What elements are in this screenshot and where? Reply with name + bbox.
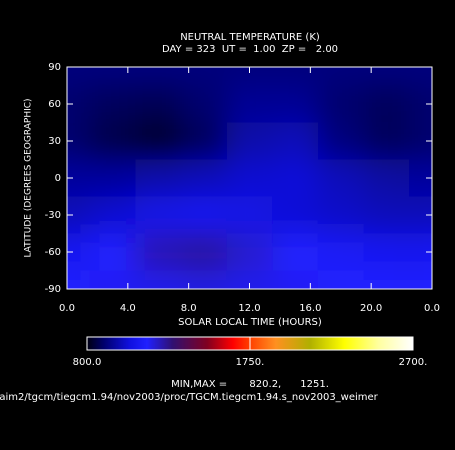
heat-cell — [135, 67, 182, 86]
heat-cell — [317, 85, 364, 123]
y-tick-label: 30 — [48, 136, 61, 147]
heat-cell — [272, 159, 318, 197]
field — [67, 67, 432, 289]
y-tick-label: 0 — [55, 173, 61, 184]
heat-cell — [363, 159, 410, 197]
heat-cell — [135, 122, 182, 160]
heat-cell — [317, 159, 364, 197]
heat-cell — [181, 233, 227, 271]
y-tick-label: -30 — [45, 210, 61, 221]
heat-cell — [135, 270, 182, 289]
x-tick-label: 20.0 — [360, 303, 382, 314]
heat-cell — [67, 159, 90, 197]
heat-cell — [89, 196, 136, 234]
x-tick-label: 8.0 — [181, 303, 197, 314]
heat-cell — [226, 196, 273, 234]
heat-cell — [317, 233, 364, 271]
y-tick-label: 60 — [48, 99, 61, 110]
chart-title: NEUTRAL TEMPERATURE (K) — [180, 32, 320, 43]
x-tick-label: 0.0 — [59, 303, 75, 314]
heat-cell — [135, 159, 182, 197]
heat-cell — [89, 270, 136, 289]
heat-cell — [67, 233, 90, 271]
heat-cell — [67, 67, 90, 86]
heat-cell — [67, 85, 90, 123]
heat-cell — [89, 159, 136, 197]
x-axis-label: SOLAR LOCAL TIME (HOURS) — [178, 317, 322, 328]
x-tick-label: 16.0 — [299, 303, 321, 314]
y-tick-label: -90 — [45, 284, 61, 295]
heat-cell — [135, 85, 182, 123]
heat-cell — [89, 233, 136, 271]
heat-cell — [272, 122, 318, 160]
heat-cell — [226, 67, 273, 86]
heat-cell — [409, 122, 432, 160]
footer-path: /aim2/tgcm/tiegcm1.94/nov2003/proc/TGCM.… — [0, 392, 379, 403]
heat-cell — [89, 122, 136, 160]
x-tick-label: 12.0 — [238, 303, 260, 314]
heat-cell — [226, 233, 273, 271]
chart-subtitle: DAY = 323 UT = 1.00 ZP = 2.00 — [162, 44, 338, 55]
heat-cell — [363, 233, 410, 271]
heat-cell — [181, 67, 227, 86]
heat-cell — [409, 85, 432, 123]
heat-cell — [272, 270, 318, 289]
heat-cell — [181, 122, 227, 160]
heat-cell — [272, 67, 318, 86]
heat-cell — [317, 122, 364, 160]
heat-cell — [363, 270, 410, 289]
heat-cell — [67, 270, 90, 289]
heat-cell — [67, 122, 90, 160]
heat-cell — [272, 233, 318, 271]
heat-cell — [272, 196, 318, 234]
heat-cell — [409, 233, 432, 271]
heat-cell — [363, 67, 410, 86]
heat-cell — [409, 67, 432, 86]
heat-cell — [226, 270, 273, 289]
y-tick-label: -60 — [45, 247, 61, 258]
heat-cell — [181, 270, 227, 289]
heat-cell — [409, 159, 432, 197]
min-max: MIN,MAX = 820.2, 1251. — [171, 379, 329, 390]
heat-cell — [272, 85, 318, 123]
heat-cell — [317, 270, 364, 289]
heat-cell — [363, 122, 410, 160]
heat-cell — [317, 196, 364, 234]
heat-cell — [135, 196, 182, 234]
heat-cell — [226, 85, 273, 123]
plot-area — [67, 67, 432, 289]
heat-cell — [89, 67, 136, 86]
heat-cell — [226, 159, 273, 197]
heat-cell — [363, 85, 410, 123]
y-axis-label: LATITUDE (DEGREES GEOGRAPHIC) — [24, 98, 34, 257]
heat-cell — [226, 122, 273, 160]
heat-cell — [317, 67, 364, 86]
colorbar-tick-label: 800.0 — [73, 357, 102, 368]
colorbar-tick-label: 1750. — [236, 357, 265, 368]
heat-cell — [409, 196, 432, 234]
heat-cell — [67, 196, 90, 234]
heat-cell — [181, 159, 227, 197]
colorbar-tick-label: 2700. — [399, 357, 428, 368]
heat-cell — [135, 233, 182, 271]
heat-cell — [181, 85, 227, 123]
heat-cell — [181, 196, 227, 234]
heat-cell — [89, 85, 136, 123]
y-tick-label: 90 — [48, 62, 61, 73]
x-tick-label: 4.0 — [120, 303, 136, 314]
heat-cell — [363, 196, 410, 234]
x-tick-label: 0.0 — [424, 303, 440, 314]
heat-cell — [409, 270, 432, 289]
